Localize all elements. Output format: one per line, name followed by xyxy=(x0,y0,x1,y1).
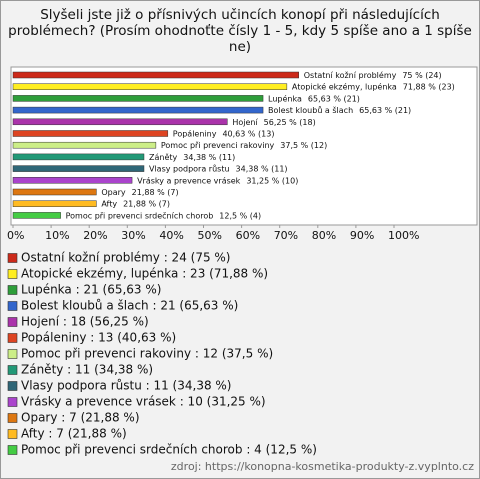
category-label: Záněty xyxy=(149,152,178,161)
legend-label: Popáleniny : 13 (40,63 %) xyxy=(21,331,176,345)
category-label: Bolest kloubů a šlach xyxy=(268,105,353,115)
value-label: 75 % (24) xyxy=(402,71,441,80)
value-label: 65,63 % (21) xyxy=(308,94,360,103)
category-label: Popáleniny xyxy=(173,129,217,138)
x-tick-label: 30% xyxy=(121,229,145,242)
x-tick-label: 0% xyxy=(7,229,24,242)
category-label: Vlasy podpora růstu xyxy=(149,163,230,173)
bar xyxy=(12,200,97,207)
x-tick-label: 50% xyxy=(198,229,222,242)
bar xyxy=(12,130,169,137)
category-label: Lupénka xyxy=(268,93,302,103)
bar-label: Ostatní kožní problémy 75 % (24) xyxy=(304,70,442,80)
value-label: 12,5 % (4) xyxy=(219,211,261,220)
legend-swatch xyxy=(7,269,18,279)
category-label: Opary xyxy=(101,188,126,197)
legend-swatch xyxy=(7,333,18,343)
legend-swatch xyxy=(7,301,18,311)
bar xyxy=(12,212,61,219)
category-label: Afty xyxy=(101,199,117,208)
legend-label: Hojení : 18 (56,25 %) xyxy=(21,315,149,329)
legend-swatch xyxy=(7,413,18,423)
value-label: 34,38 % (11) xyxy=(183,152,235,161)
legend-label: Vlasy podpora růstu : 11 (34,38 %) xyxy=(21,379,232,393)
legend-label: Vrásky a prevence vrásek : 10 (31,25 %) xyxy=(21,395,266,409)
value-label: 40,63 % (13) xyxy=(222,129,274,138)
chart-title: Slyšeli jste již o přísnivých učincích k… xyxy=(8,7,472,55)
legend-label: Atopické ekzémy, lupénka : 23 (71,88 %) xyxy=(21,267,268,281)
x-tick-label: 20% xyxy=(83,229,107,242)
legend-swatch xyxy=(7,397,18,407)
bar xyxy=(12,95,264,102)
x-tick-label: 90% xyxy=(350,229,374,242)
legend-swatch xyxy=(7,365,18,375)
bar-label: Lupénka 65,63 % (21) xyxy=(268,93,360,103)
bar xyxy=(12,188,97,196)
x-tick-label: 70% xyxy=(274,229,298,242)
bar-label: Afty 21,88 % (7) xyxy=(101,199,170,208)
x-tick-label: 100% xyxy=(388,229,419,242)
bar-label: Záněty 34,38 % (11) xyxy=(149,152,235,161)
bar-label: Pomoc při prevenci rakoviny 37,5 % (12) xyxy=(161,141,327,150)
legend-swatch xyxy=(7,317,18,327)
x-tick-label: 60% xyxy=(236,229,260,242)
value-label: 56,25 % (18) xyxy=(264,117,316,126)
value-label: 34,38 % (11) xyxy=(236,164,288,173)
bar xyxy=(12,165,145,172)
category-label: Hojení xyxy=(232,117,258,126)
legend-label: Lupénka : 21 (65,63 %) xyxy=(21,283,161,297)
bar xyxy=(12,177,133,184)
category-label: Pomoc při prevenci rakoviny xyxy=(161,141,275,150)
category-label: Atopické ekzémy, lupénka xyxy=(292,81,397,91)
value-label: 71,88 % (23) xyxy=(403,82,455,91)
legend-label: Afty : 7 (21,88 %) xyxy=(21,427,127,441)
value-label: 21,88 % (7) xyxy=(132,188,179,197)
value-label: 37,5 % (12) xyxy=(280,141,327,150)
legend-label: Pomoc při prevenci rakoviny : 12 (37,5 %… xyxy=(21,347,273,361)
bar xyxy=(12,71,299,79)
category-label: Pomoc při prevenci srdečních chorob xyxy=(66,210,214,220)
bar xyxy=(12,118,228,126)
x-tick-label: 80% xyxy=(312,229,336,242)
x-tick-label: 40% xyxy=(159,229,183,242)
value-label: 65,63 % (21) xyxy=(359,106,411,115)
legend-label: Opary : 7 (21,88 %) xyxy=(21,411,140,425)
bar-label: Popáleniny 40,63 % (13) xyxy=(173,129,275,138)
legend-swatch xyxy=(7,445,18,455)
bar-label: Opary 21,88 % (7) xyxy=(101,188,178,197)
bar-label: Hojení 56,25 % (18) xyxy=(232,117,315,126)
bar xyxy=(12,153,145,161)
bar xyxy=(12,83,288,90)
bar-label: Atopické ekzémy, lupénka 71,88 % (23) xyxy=(292,81,455,91)
legend-swatch xyxy=(7,429,18,439)
legend-label: Ostatní kožní problémy : 24 (75 %) xyxy=(21,251,231,265)
legend-label: Pomoc při prevenci srdečních chorob : 4 … xyxy=(21,443,317,457)
bar xyxy=(12,141,157,149)
legend-swatch xyxy=(7,253,18,263)
bar-label: Vlasy podpora růstu 34,38 % (11) xyxy=(149,163,288,173)
source: zdroj: https://konopna-kosmetika-produkt… xyxy=(171,460,474,473)
category-label: Ostatní kožní problémy xyxy=(304,70,397,80)
bar-label: Bolest kloubů a šlach 65,63 % (21) xyxy=(268,105,411,115)
legend-label: Bolest kloubů a šlach : 21 (65,63 %) xyxy=(21,299,238,313)
value-label: 21,88 % (7) xyxy=(123,199,170,208)
legend-label: Záněty : 11 (34,38 %) xyxy=(21,363,153,377)
x-tick-label: 10% xyxy=(45,229,69,242)
value-label: 31,25 % (10) xyxy=(246,176,298,185)
legend-swatch xyxy=(7,285,18,295)
bar xyxy=(12,106,264,114)
legend-swatch xyxy=(7,381,18,391)
bar-label: Pomoc při prevenci srdečních chorob 12,5 … xyxy=(66,210,262,220)
category-label: Vrásky a prevence vrásek xyxy=(137,176,241,185)
bar-label: Vrásky a prevence vrásek 31,25 % (10) xyxy=(137,176,298,185)
legend-swatch xyxy=(7,349,18,359)
